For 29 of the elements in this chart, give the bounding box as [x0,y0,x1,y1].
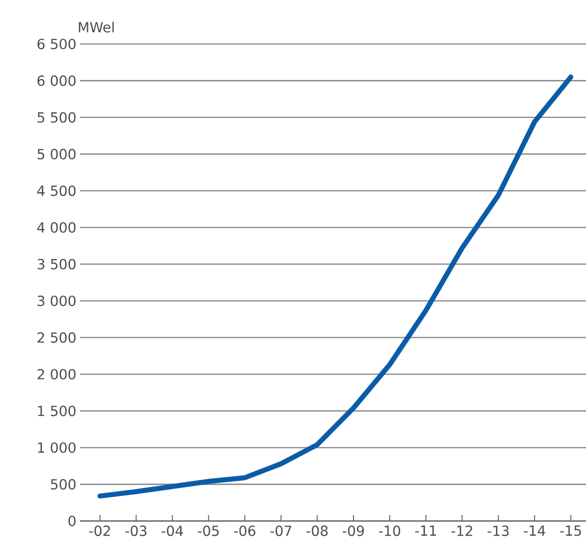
x-tick-label: -02 [89,526,110,536]
x-tick-label: -08 [306,526,328,536]
y-tick-label: 0 [68,516,76,526]
y-tick-label: 5 500 [38,112,76,123]
x-tick-label: -06 [234,526,256,536]
y-tick-label: 5 000 [38,148,76,160]
x-tick-label: -07 [270,526,292,536]
y-tick-label: 500 [50,479,76,490]
x-tick-label: -15 [560,526,581,536]
y-tick-label: 4 500 [37,185,76,196]
x-tick-label: -14 [524,526,546,536]
x-tick-label: -09 [342,526,364,536]
x-tick-label: -12 [451,526,472,536]
x-tick-label: -10 [378,526,400,536]
y-tick-label: 6 000 [38,75,76,86]
x-tick-label: -11 [415,526,436,536]
y-tick-label: 2 500 [38,332,76,343]
x-tick-label: -13 [488,526,509,536]
y-tick-label: 2 000 [38,368,76,380]
y-tick-label: 1 000 [38,442,76,453]
x-tick-label: -03 [125,526,146,536]
x-tick-label: -04 [162,526,183,536]
y-tick-label: 1 500 [38,406,76,416]
y-tick-label: 4 000 [37,222,76,233]
y-tick-label: 3 500 [38,258,76,270]
y-tick-label: 6 500 [38,38,76,50]
x-tick-label: -05 [198,526,219,536]
y-tick-label: 3 000 [38,296,76,306]
y-axis-title: MWel [78,22,114,32]
